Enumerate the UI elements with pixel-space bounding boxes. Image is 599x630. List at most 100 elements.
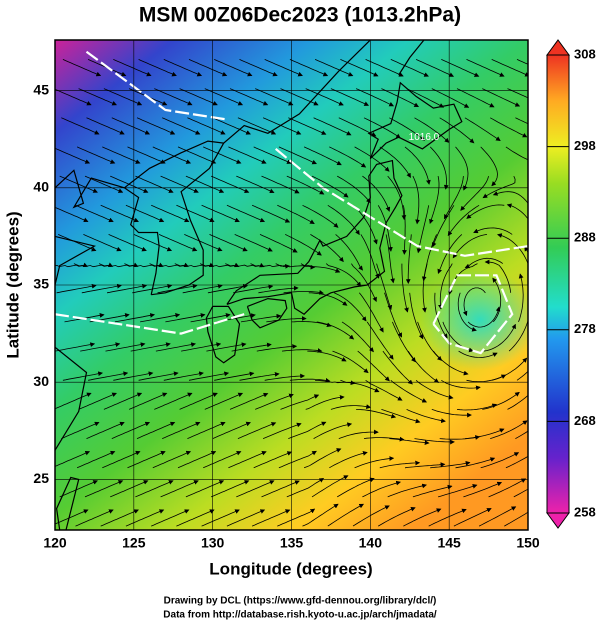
streamline bbox=[152, 146, 192, 164]
streamline bbox=[407, 350, 440, 383]
streamline bbox=[261, 480, 300, 498]
streamline bbox=[406, 409, 446, 424]
streamline bbox=[358, 292, 384, 333]
streamline bbox=[333, 292, 367, 322]
streamline bbox=[341, 321, 374, 353]
streamline bbox=[488, 478, 527, 498]
streamline bbox=[415, 59, 455, 77]
streamline bbox=[160, 175, 199, 193]
streamline bbox=[277, 508, 316, 527]
streamline bbox=[256, 344, 298, 352]
streamline bbox=[152, 450, 192, 469]
streamline bbox=[266, 316, 307, 323]
streamline bbox=[352, 505, 390, 527]
streamline bbox=[384, 292, 402, 338]
streamline bbox=[61, 117, 100, 135]
streamline bbox=[78, 392, 117, 410]
streamline bbox=[253, 451, 293, 469]
streamline bbox=[360, 234, 380, 279]
streamline bbox=[130, 342, 171, 352]
streamline bbox=[84, 480, 124, 498]
streamline bbox=[483, 323, 516, 352]
streamline bbox=[456, 403, 498, 411]
streamline bbox=[207, 283, 248, 294]
streamline bbox=[128, 392, 168, 410]
streamline bbox=[280, 88, 319, 106]
streamline bbox=[456, 88, 495, 108]
streamline bbox=[508, 310, 528, 352]
streamline bbox=[492, 191, 528, 204]
streamline bbox=[103, 88, 143, 106]
streamline bbox=[379, 146, 411, 178]
streamline bbox=[387, 175, 407, 220]
streamline bbox=[404, 462, 446, 469]
streamline bbox=[80, 342, 121, 352]
streamline bbox=[300, 263, 341, 273]
streamline bbox=[379, 460, 421, 469]
streamline bbox=[158, 234, 198, 252]
streamline bbox=[453, 508, 492, 527]
streamline bbox=[163, 371, 204, 381]
streamline bbox=[366, 321, 394, 360]
streamline bbox=[162, 117, 201, 135]
streamline bbox=[262, 117, 302, 135]
streamline bbox=[59, 480, 98, 498]
streamline bbox=[455, 457, 496, 469]
streamline bbox=[337, 477, 375, 498]
streamline bbox=[429, 146, 449, 190]
streamline bbox=[307, 350, 347, 362]
streamline bbox=[482, 175, 516, 199]
streamline bbox=[201, 509, 240, 527]
streamline bbox=[329, 146, 367, 168]
streamline bbox=[103, 392, 143, 410]
streamline bbox=[291, 321, 332, 328]
streamline bbox=[491, 357, 528, 381]
streamline bbox=[504, 511, 528, 527]
streamline bbox=[204, 88, 244, 106]
streamline bbox=[228, 146, 267, 164]
colorbar-tick-label: 258 bbox=[574, 504, 596, 519]
streamline bbox=[76, 146, 116, 164]
streamline bbox=[325, 263, 362, 287]
streamline bbox=[429, 176, 440, 225]
streamline bbox=[414, 438, 455, 445]
coastline bbox=[55, 235, 97, 286]
coastline bbox=[124, 40, 372, 189]
streamline bbox=[237, 117, 277, 135]
streamline bbox=[229, 392, 269, 410]
streamline bbox=[229, 88, 269, 106]
streamline bbox=[463, 481, 503, 498]
streamline bbox=[253, 146, 292, 164]
x-tick-label: 120 bbox=[43, 535, 67, 551]
streamline bbox=[428, 508, 467, 527]
streamline bbox=[190, 313, 231, 323]
streamline bbox=[136, 117, 176, 135]
streamline bbox=[111, 421, 151, 439]
streamline bbox=[55, 88, 92, 106]
streamline bbox=[513, 488, 528, 498]
streamline bbox=[305, 88, 344, 106]
streamline bbox=[76, 450, 116, 469]
streamline bbox=[163, 59, 203, 77]
streamline bbox=[286, 175, 325, 195]
coastline bbox=[226, 159, 403, 315]
streamline bbox=[277, 204, 315, 225]
streamline bbox=[505, 146, 528, 161]
streamline bbox=[283, 290, 324, 295]
streamline bbox=[264, 373, 305, 381]
streamline bbox=[431, 205, 455, 248]
streamline bbox=[303, 146, 342, 166]
coastline bbox=[367, 81, 463, 160]
streamline bbox=[289, 59, 329, 77]
streamline bbox=[362, 480, 401, 498]
streamline bbox=[460, 175, 489, 211]
streamline bbox=[140, 313, 181, 323]
streamline bbox=[356, 409, 397, 419]
streamline bbox=[188, 59, 228, 77]
streamline bbox=[209, 234, 248, 252]
y-tick-label: 35 bbox=[33, 276, 49, 292]
streamline bbox=[351, 263, 377, 303]
streamline bbox=[210, 480, 250, 498]
streamline bbox=[286, 477, 325, 498]
streamline bbox=[135, 175, 174, 193]
